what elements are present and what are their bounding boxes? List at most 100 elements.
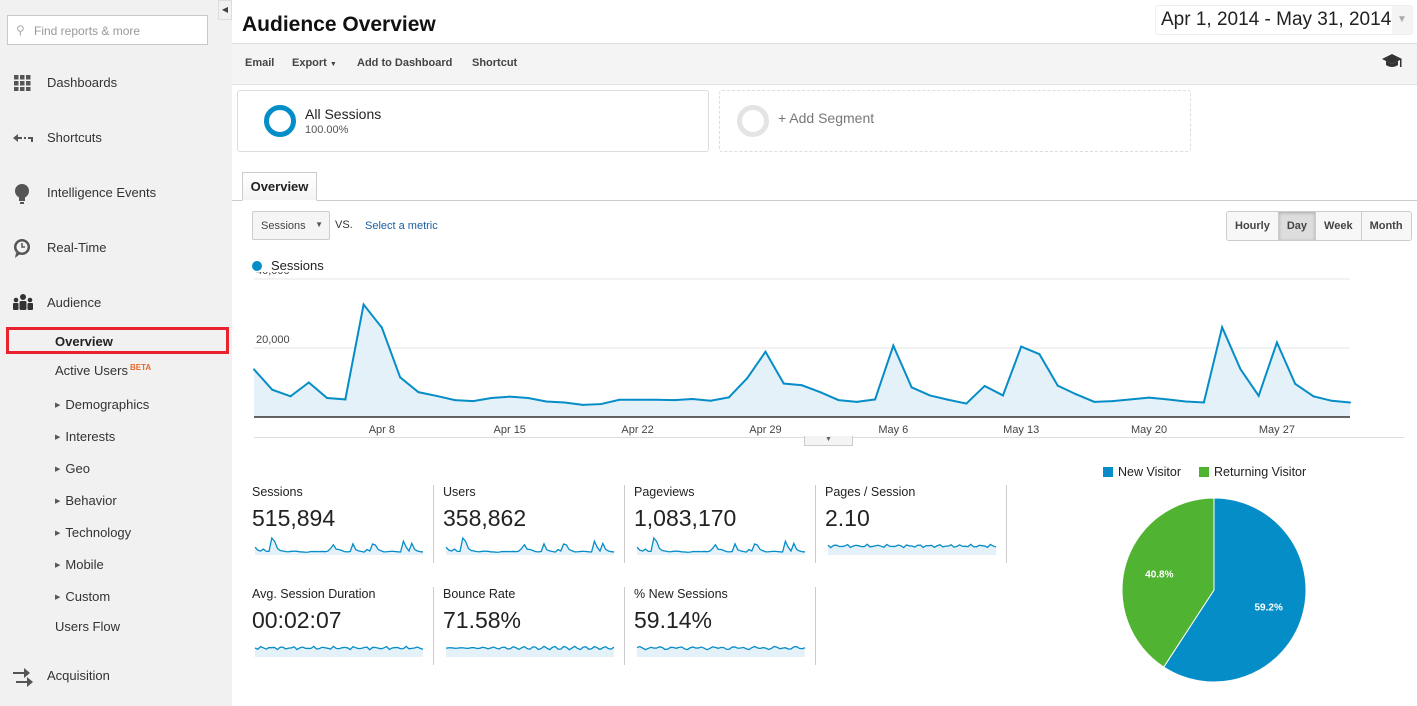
data-point[interactable] (636, 398, 639, 401)
export-button[interactable]: Export ▼ (292, 57, 337, 69)
data-point[interactable] (1275, 341, 1278, 344)
data-point[interactable] (472, 400, 475, 403)
data-point[interactable] (453, 399, 456, 402)
pie-slice-returning[interactable] (1121, 497, 1215, 668)
data-point[interactable] (435, 394, 438, 397)
data-point[interactable] (417, 391, 420, 394)
nav-intelligence-events[interactable]: Intelligence Events (0, 178, 232, 208)
data-point[interactable] (527, 397, 529, 400)
data-point[interactable] (399, 376, 402, 379)
data-point[interactable] (508, 395, 511, 398)
data-point[interactable] (563, 401, 566, 404)
data-point[interactable] (545, 400, 548, 403)
email-button[interactable]: Email (245, 57, 275, 69)
data-point[interactable] (1093, 400, 1096, 403)
chart-resize-handle[interactable]: ▼ (804, 436, 853, 446)
data-point[interactable] (837, 399, 840, 402)
data-point[interactable] (271, 388, 274, 391)
data-point[interactable] (1294, 382, 1297, 385)
data-point[interactable] (1202, 401, 1205, 404)
tab-overview[interactable]: Overview (242, 172, 317, 201)
data-point[interactable] (782, 382, 785, 385)
data-point[interactable] (928, 394, 931, 397)
select-metric-link[interactable]: Select a metric (365, 220, 438, 232)
add-segment-button[interactable]: + Add Segment (719, 90, 1191, 152)
data-point[interactable] (1056, 384, 1059, 387)
sidebar-item-interests[interactable]: ▶ Interests (55, 429, 116, 444)
data-point[interactable] (691, 398, 694, 401)
data-point[interactable] (1239, 368, 1242, 371)
search-input[interactable]: ⚲ Find reports & more (7, 15, 208, 45)
week-button[interactable]: Week (1316, 212, 1362, 240)
data-point[interactable] (983, 384, 986, 387)
data-point[interactable] (618, 398, 621, 401)
data-point[interactable] (764, 350, 767, 353)
sidebar-item-overview[interactable]: Overview (6, 327, 229, 354)
metric-pages-session[interactable]: Pages / Session 2.10 (825, 485, 1010, 575)
data-point[interactable] (362, 303, 365, 306)
data-point[interactable] (874, 398, 877, 401)
data-point[interactable] (600, 403, 603, 406)
data-point[interactable] (1129, 398, 1132, 401)
metric-users[interactable]: Users 358,862 (443, 485, 628, 575)
nav-real-time[interactable]: Real-Time (0, 233, 232, 263)
graduation-cap-icon[interactable] (1381, 53, 1403, 74)
data-point[interactable] (1349, 401, 1351, 404)
data-point[interactable] (1330, 399, 1333, 402)
data-point[interactable] (289, 395, 292, 398)
data-point[interactable] (1221, 326, 1224, 329)
sidebar-item-geo[interactable]: ▶ Geo (55, 461, 90, 476)
collapse-sidebar-button[interactable]: ◀ (218, 0, 232, 20)
sidebar-item-demographics[interactable]: ▶ Demographics (55, 397, 150, 412)
data-point[interactable] (380, 326, 383, 329)
metric-pageviews[interactable]: Pageviews 1,083,170 (634, 485, 819, 575)
data-point[interactable] (1166, 398, 1169, 401)
data-point[interactable] (1184, 400, 1187, 403)
data-point[interactable] (746, 377, 749, 380)
segment-all-sessions[interactable]: All Sessions 100.00% (237, 90, 709, 152)
data-point[interactable] (307, 381, 310, 384)
data-point[interactable] (819, 391, 822, 394)
sidebar-item-mobile[interactable]: ▶ Mobile (55, 557, 104, 572)
sidebar-item-technology[interactable]: ▶ Technology (55, 525, 132, 540)
nav-audience[interactable]: Audience (0, 288, 232, 318)
data-point[interactable] (1001, 394, 1004, 397)
data-point[interactable] (910, 386, 913, 389)
metric-bounce-rate[interactable]: Bounce Rate 71.58% (443, 587, 628, 677)
data-point[interactable] (1020, 345, 1023, 348)
data-point[interactable] (855, 400, 858, 403)
nav-shortcuts[interactable]: Shortcuts (0, 123, 232, 153)
data-point[interactable] (801, 384, 803, 387)
hourly-button[interactable]: Hourly (1227, 212, 1279, 240)
sidebar-item-behavior[interactable]: ▶ Behavior (55, 493, 117, 508)
month-button[interactable]: Month (1361, 212, 1411, 240)
metric-avg-session-duration[interactable]: Avg. Session Duration 00:02:07 (252, 587, 437, 677)
data-point[interactable] (1038, 353, 1041, 356)
data-point[interactable] (1312, 395, 1315, 398)
data-point[interactable] (965, 402, 968, 405)
data-point[interactable] (709, 399, 712, 402)
data-point[interactable] (1075, 393, 1077, 396)
pie-slice-new[interactable] (1163, 497, 1307, 683)
data-point[interactable] (253, 368, 255, 371)
metric-select[interactable]: Sessions ▼ (252, 211, 330, 240)
nav-acquisition[interactable]: Acquisition (0, 661, 232, 691)
sidebar-item-active-users[interactable]: Active Users BETA (55, 363, 152, 378)
data-point[interactable] (581, 403, 584, 406)
data-point[interactable] (727, 396, 730, 399)
data-point[interactable] (490, 397, 493, 400)
metric-sessions[interactable]: Sessions 515,894 (252, 485, 437, 575)
add-to-dashboard-button[interactable]: Add to Dashboard (357, 57, 453, 69)
shortcut-button[interactable]: Shortcut (472, 57, 518, 69)
data-point[interactable] (1111, 400, 1114, 403)
data-point[interactable] (892, 344, 895, 347)
data-point[interactable] (1148, 396, 1151, 399)
day-button[interactable]: Day (1278, 212, 1317, 240)
sidebar-item-custom[interactable]: ▶ Custom (55, 589, 111, 604)
date-range-picker[interactable]: Apr 1, 2014 - May 31, 2014 ▼ (1155, 5, 1413, 35)
sidebar-item-users-flow[interactable]: Users Flow (55, 619, 121, 634)
data-point[interactable] (947, 398, 950, 401)
data-point[interactable] (1257, 394, 1260, 397)
metric--new-sessions[interactable]: % New Sessions 59.14% (634, 587, 819, 677)
data-point[interactable] (654, 398, 657, 401)
